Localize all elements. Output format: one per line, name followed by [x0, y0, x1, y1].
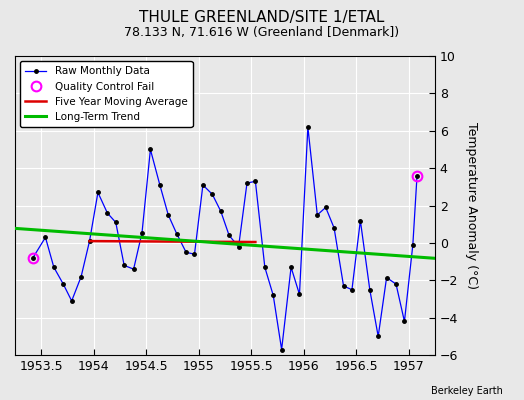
- Raw Monthly Data: [209, 192, 215, 197]
- Raw Monthly Data: [244, 181, 250, 186]
- Raw Monthly Data: [183, 250, 189, 255]
- Raw Monthly Data: [217, 209, 224, 214]
- Raw Monthly Data: [270, 293, 276, 298]
- Raw Monthly Data: [261, 265, 268, 270]
- Raw Monthly Data: [235, 244, 242, 249]
- Raw Monthly Data: [51, 265, 57, 270]
- Raw Monthly Data: [349, 287, 355, 292]
- Raw Monthly Data: [60, 282, 67, 286]
- Legend: Raw Monthly Data, Quality Control Fail, Five Year Moving Average, Long-Term Tren: Raw Monthly Data, Quality Control Fail, …: [20, 61, 192, 127]
- Raw Monthly Data: [357, 218, 364, 223]
- Raw Monthly Data: [410, 242, 416, 247]
- Line: Raw Monthly Data: Raw Monthly Data: [31, 125, 419, 351]
- Raw Monthly Data: [130, 267, 137, 272]
- Raw Monthly Data: [226, 233, 232, 238]
- Raw Monthly Data: [173, 231, 180, 236]
- Raw Monthly Data: [393, 282, 399, 286]
- Raw Monthly Data: [95, 190, 101, 195]
- Raw Monthly Data: [104, 211, 111, 216]
- Raw Monthly Data: [200, 183, 206, 188]
- Raw Monthly Data: [121, 263, 127, 268]
- Raw Monthly Data: [375, 334, 381, 339]
- Y-axis label: Temperature Anomaly (°C): Temperature Anomaly (°C): [465, 122, 477, 289]
- Raw Monthly Data: [86, 239, 93, 244]
- Raw Monthly Data: [323, 205, 329, 210]
- Raw Monthly Data: [341, 284, 347, 288]
- Raw Monthly Data: [288, 265, 294, 270]
- Text: THULE GREENLAND/SITE 1/ETAL: THULE GREENLAND/SITE 1/ETAL: [139, 10, 385, 25]
- Raw Monthly Data: [69, 298, 75, 303]
- Raw Monthly Data: [331, 226, 337, 230]
- Raw Monthly Data: [252, 179, 258, 184]
- Raw Monthly Data: [113, 220, 119, 225]
- Raw Monthly Data: [401, 319, 408, 324]
- Raw Monthly Data: [414, 173, 420, 178]
- Raw Monthly Data: [147, 147, 154, 152]
- Raw Monthly Data: [191, 252, 198, 256]
- Raw Monthly Data: [297, 292, 303, 297]
- Raw Monthly Data: [305, 125, 311, 130]
- Raw Monthly Data: [367, 287, 373, 292]
- Raw Monthly Data: [384, 275, 390, 280]
- Raw Monthly Data: [78, 274, 84, 279]
- Five Year Moving Average: [86, 239, 93, 244]
- Raw Monthly Data: [157, 183, 163, 188]
- Raw Monthly Data: [278, 347, 285, 352]
- Text: 78.133 N, 71.616 W (Greenland [Denmark]): 78.133 N, 71.616 W (Greenland [Denmark]): [124, 26, 400, 39]
- Raw Monthly Data: [139, 230, 145, 235]
- Five Year Moving Average: [252, 240, 258, 244]
- Raw Monthly Data: [42, 235, 49, 240]
- Text: Berkeley Earth: Berkeley Earth: [431, 386, 503, 396]
- Line: Five Year Moving Average: Five Year Moving Average: [90, 241, 255, 242]
- Raw Monthly Data: [314, 212, 321, 217]
- Raw Monthly Data: [165, 212, 171, 217]
- Raw Monthly Data: [30, 256, 36, 260]
